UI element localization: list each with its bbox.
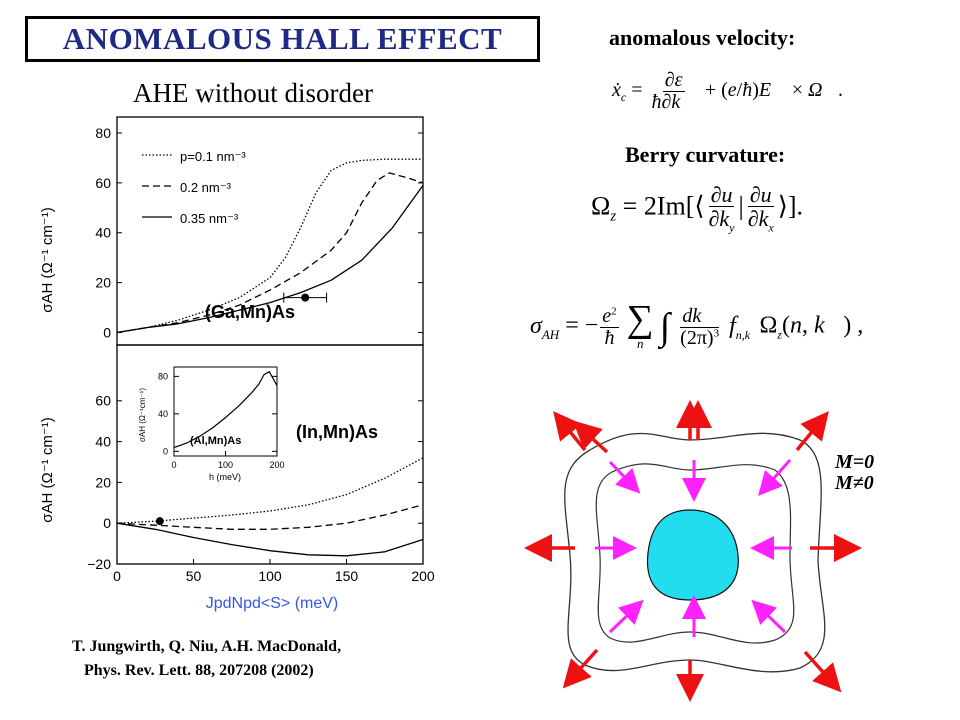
bottom-ylabel: σAH (Ω⁻¹ cm⁻¹) (39, 417, 56, 522)
top-ytick-label: 60 (95, 175, 111, 191)
title-box: ANOMALOUS HALL EFFECT (25, 16, 540, 62)
top-ylabel: σAH (Ω⁻¹ cm⁻¹) (39, 207, 56, 312)
legend-label-2: 0.2 nm⁻³ (180, 180, 232, 195)
top-plot: 0 20 40 60 80 (95, 125, 424, 340)
bottom-series-1 (116, 457, 424, 524)
bottom-data-point (155, 517, 164, 526)
legend-label-3: 0.35 nm⁻³ (180, 211, 239, 226)
top-series-2 (116, 172, 424, 334)
slide-subtitle: AHE without disorder (133, 78, 373, 108)
inset-ytick-label: 0 (163, 446, 168, 456)
top-data-point (301, 293, 310, 302)
inset-ytick-label: 40 (158, 409, 168, 419)
inset-xtick-label: 200 (269, 460, 284, 470)
bottom-xtick-label: 150 (335, 568, 359, 584)
slide-title: ANOMALOUS HALL EFFECT (62, 21, 503, 56)
inset-xtick-label: 0 (171, 460, 176, 470)
bottom-xtick-label: 200 (411, 568, 435, 584)
bottom-ytick-label: 20 (95, 474, 111, 490)
bottom-xtick-label: 100 (258, 568, 282, 584)
top-series-3 (116, 185, 424, 334)
bottom-xtick-label: 0 (113, 568, 121, 584)
top-ytick-label: 0 (103, 324, 111, 340)
top-ytick-label: 20 (95, 275, 111, 291)
berry-equation: Ωz = 2Im[⟨ ∂u ∂ky | ∂u ∂kx ⟩]. (591, 182, 803, 235)
inset-xlabel: h (meV) (209, 472, 241, 482)
inset-ylabel: σAH (Ω⁻¹cm⁻¹) (138, 388, 147, 442)
top-ytick-label: 80 (95, 125, 111, 141)
bottom-xlabel: JpdNpd<S> (meV) (206, 595, 339, 612)
bottom-ytick-label: 0 (103, 515, 111, 531)
inset-annotation: (Al,Mn)As (190, 435, 241, 447)
reference-line-2: Phys. Rev. Lett. 88, 207208 (2002) (84, 662, 314, 679)
inset-plot: 0 40 80 0 100 200 (158, 366, 285, 470)
top-series-1 (116, 158, 423, 334)
inset-series-1 (173, 371, 278, 449)
legend: p=0.1 nm⁻³ 0.2 nm⁻³ 0.35 nm⁻³ (142, 149, 246, 226)
bottom-ytick-label: 40 (95, 434, 111, 450)
bottom-ytick-label: −20 (87, 556, 111, 572)
bottom-annotation: (In,Mn)As (296, 422, 378, 442)
legend-label-1: p=0.1 nm⁻³ (180, 149, 246, 164)
conductivity-equation: σAH = − e2 ħ ∑ n ∫ dk⃗ (2π)3 fn,k⃗Ωz(n, k⃗) … (530, 298, 864, 352)
berry-label: Berry curvature: (625, 142, 786, 167)
bottom-series-2 (116, 504, 424, 530)
reference-line-1: T. Jungwirth, Q. Niu, A.H. MacDonald, (72, 638, 342, 655)
bottom-series-3 (116, 522, 424, 557)
bottom-xtick-label: 50 (186, 568, 202, 584)
inset-xtick-label: 100 (218, 460, 233, 470)
top-ytick-label: 40 (95, 225, 111, 241)
top-annotation: (Ga,Mn)As (205, 302, 295, 322)
velocity-label: anomalous velocity: (609, 25, 796, 50)
bottom-ytick-label: 60 (95, 393, 111, 409)
velocity-equation: ẋc = ∂ε ħ∂k⃗ + (e/ħ)E⃗ × Ω⃗. (612, 69, 843, 113)
inset-ytick-label: 80 (158, 372, 168, 382)
